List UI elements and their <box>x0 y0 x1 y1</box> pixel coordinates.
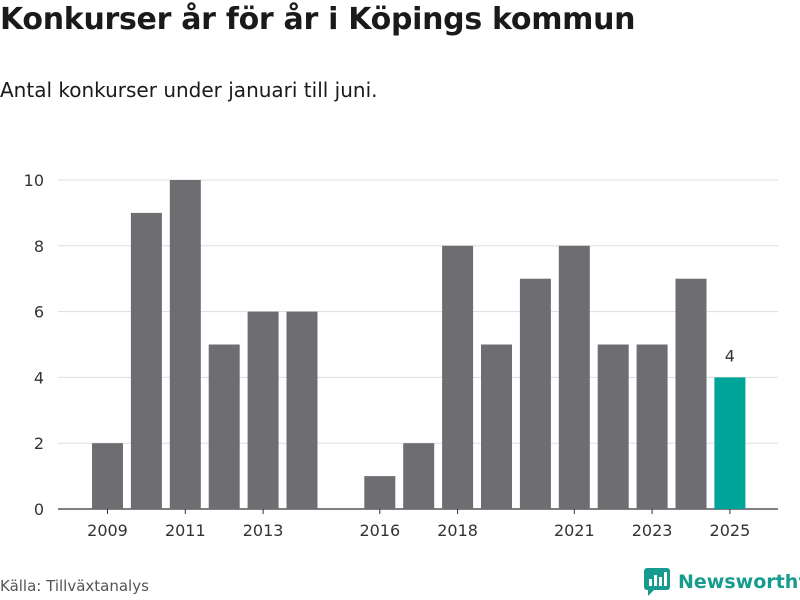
chart-subtitle: Antal konkurser under januari till juni. <box>0 78 378 102</box>
bar-2009 <box>92 443 123 509</box>
bars <box>92 180 746 510</box>
bar-2020 <box>519 278 551 509</box>
x-axis-ticks: 2009 2011 2013 2016 2018 2021 2023 2025 <box>87 509 750 540</box>
bar-2013 <box>247 311 279 509</box>
bar-2021 <box>558 245 590 510</box>
brand-name: Newsworthy <box>678 571 800 593</box>
bar-2017 <box>403 443 435 509</box>
y-axis-ticks: 0 2 4 6 8 10 <box>24 171 44 519</box>
bar-2016 <box>364 476 396 509</box>
y-tick-2: 2 <box>34 434 44 453</box>
bar-chart: 0 2 4 6 8 10 2009 2011 2013 2016 2018 2021 2023 2025… <box>24 171 778 540</box>
newsworthy-chart-icon <box>644 568 670 596</box>
data-labels: 4 <box>725 346 735 365</box>
x-tick-2013: 2013 <box>243 521 284 540</box>
source-note: Källa: Tillväxtanalys <box>0 577 149 595</box>
bar-2014 <box>286 311 318 509</box>
x-tick-2016: 2016 <box>359 521 400 540</box>
bar-2018 <box>442 245 474 510</box>
y-tick-10: 10 <box>24 171 44 190</box>
y-tick-8: 8 <box>34 237 44 256</box>
x-tick-2021: 2021 <box>554 521 595 540</box>
y-tick-0: 0 <box>34 500 44 519</box>
newsworthy-logo: Newsworthy <box>644 568 800 596</box>
y-tick-4: 4 <box>34 368 44 387</box>
chart-title: Konkurser år för år i Köpings kommun <box>0 2 636 37</box>
data-label-2025: 4 <box>725 346 735 365</box>
bar-2010 <box>130 212 162 509</box>
bar-2011 <box>169 180 201 509</box>
x-tick-2011: 2011 <box>165 521 206 540</box>
x-tick-2023: 2023 <box>632 521 673 540</box>
bar-2025 <box>714 377 746 509</box>
bar-2012 <box>208 344 240 509</box>
bar-2024 <box>675 278 707 509</box>
bar-2023 <box>636 344 668 509</box>
bar-2019 <box>481 344 512 509</box>
x-tick-2009: 2009 <box>87 521 128 540</box>
y-tick-6: 6 <box>34 303 44 322</box>
x-tick-2018: 2018 <box>437 521 478 540</box>
x-tick-2025: 2025 <box>710 521 751 540</box>
bar-2022 <box>597 344 629 509</box>
